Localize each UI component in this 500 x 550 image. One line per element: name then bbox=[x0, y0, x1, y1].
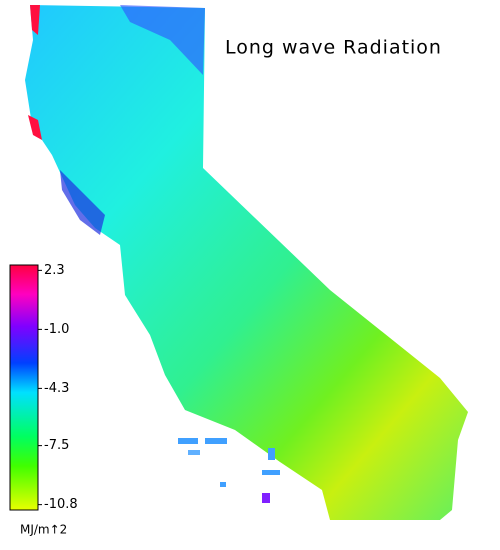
state-shape bbox=[25, 5, 468, 520]
colorbar-tick-label: 2.3 bbox=[44, 263, 65, 278]
colorbar bbox=[9, 264, 39, 511]
colorbar-tick-label: -10.8 bbox=[44, 497, 78, 512]
colorbar-tick-label: -4.3 bbox=[44, 381, 69, 396]
colorbar-tick-label: -1.0 bbox=[44, 322, 69, 337]
island bbox=[262, 493, 270, 503]
island bbox=[188, 450, 200, 455]
coast-red-patch bbox=[28, 115, 42, 140]
north-blue-patch bbox=[120, 5, 205, 75]
island bbox=[178, 438, 198, 444]
colorbar-unit: MJ/m↑2 bbox=[20, 523, 67, 537]
island bbox=[268, 448, 275, 460]
state-map bbox=[25, 5, 468, 520]
island bbox=[220, 482, 226, 487]
island bbox=[262, 470, 280, 475]
island bbox=[205, 438, 227, 444]
coast-red-patch bbox=[30, 5, 40, 35]
coast-blue-patch bbox=[60, 170, 105, 235]
colorbar-tick-label: -7.5 bbox=[44, 438, 69, 453]
map-title: Long wave Radiation bbox=[225, 37, 442, 59]
